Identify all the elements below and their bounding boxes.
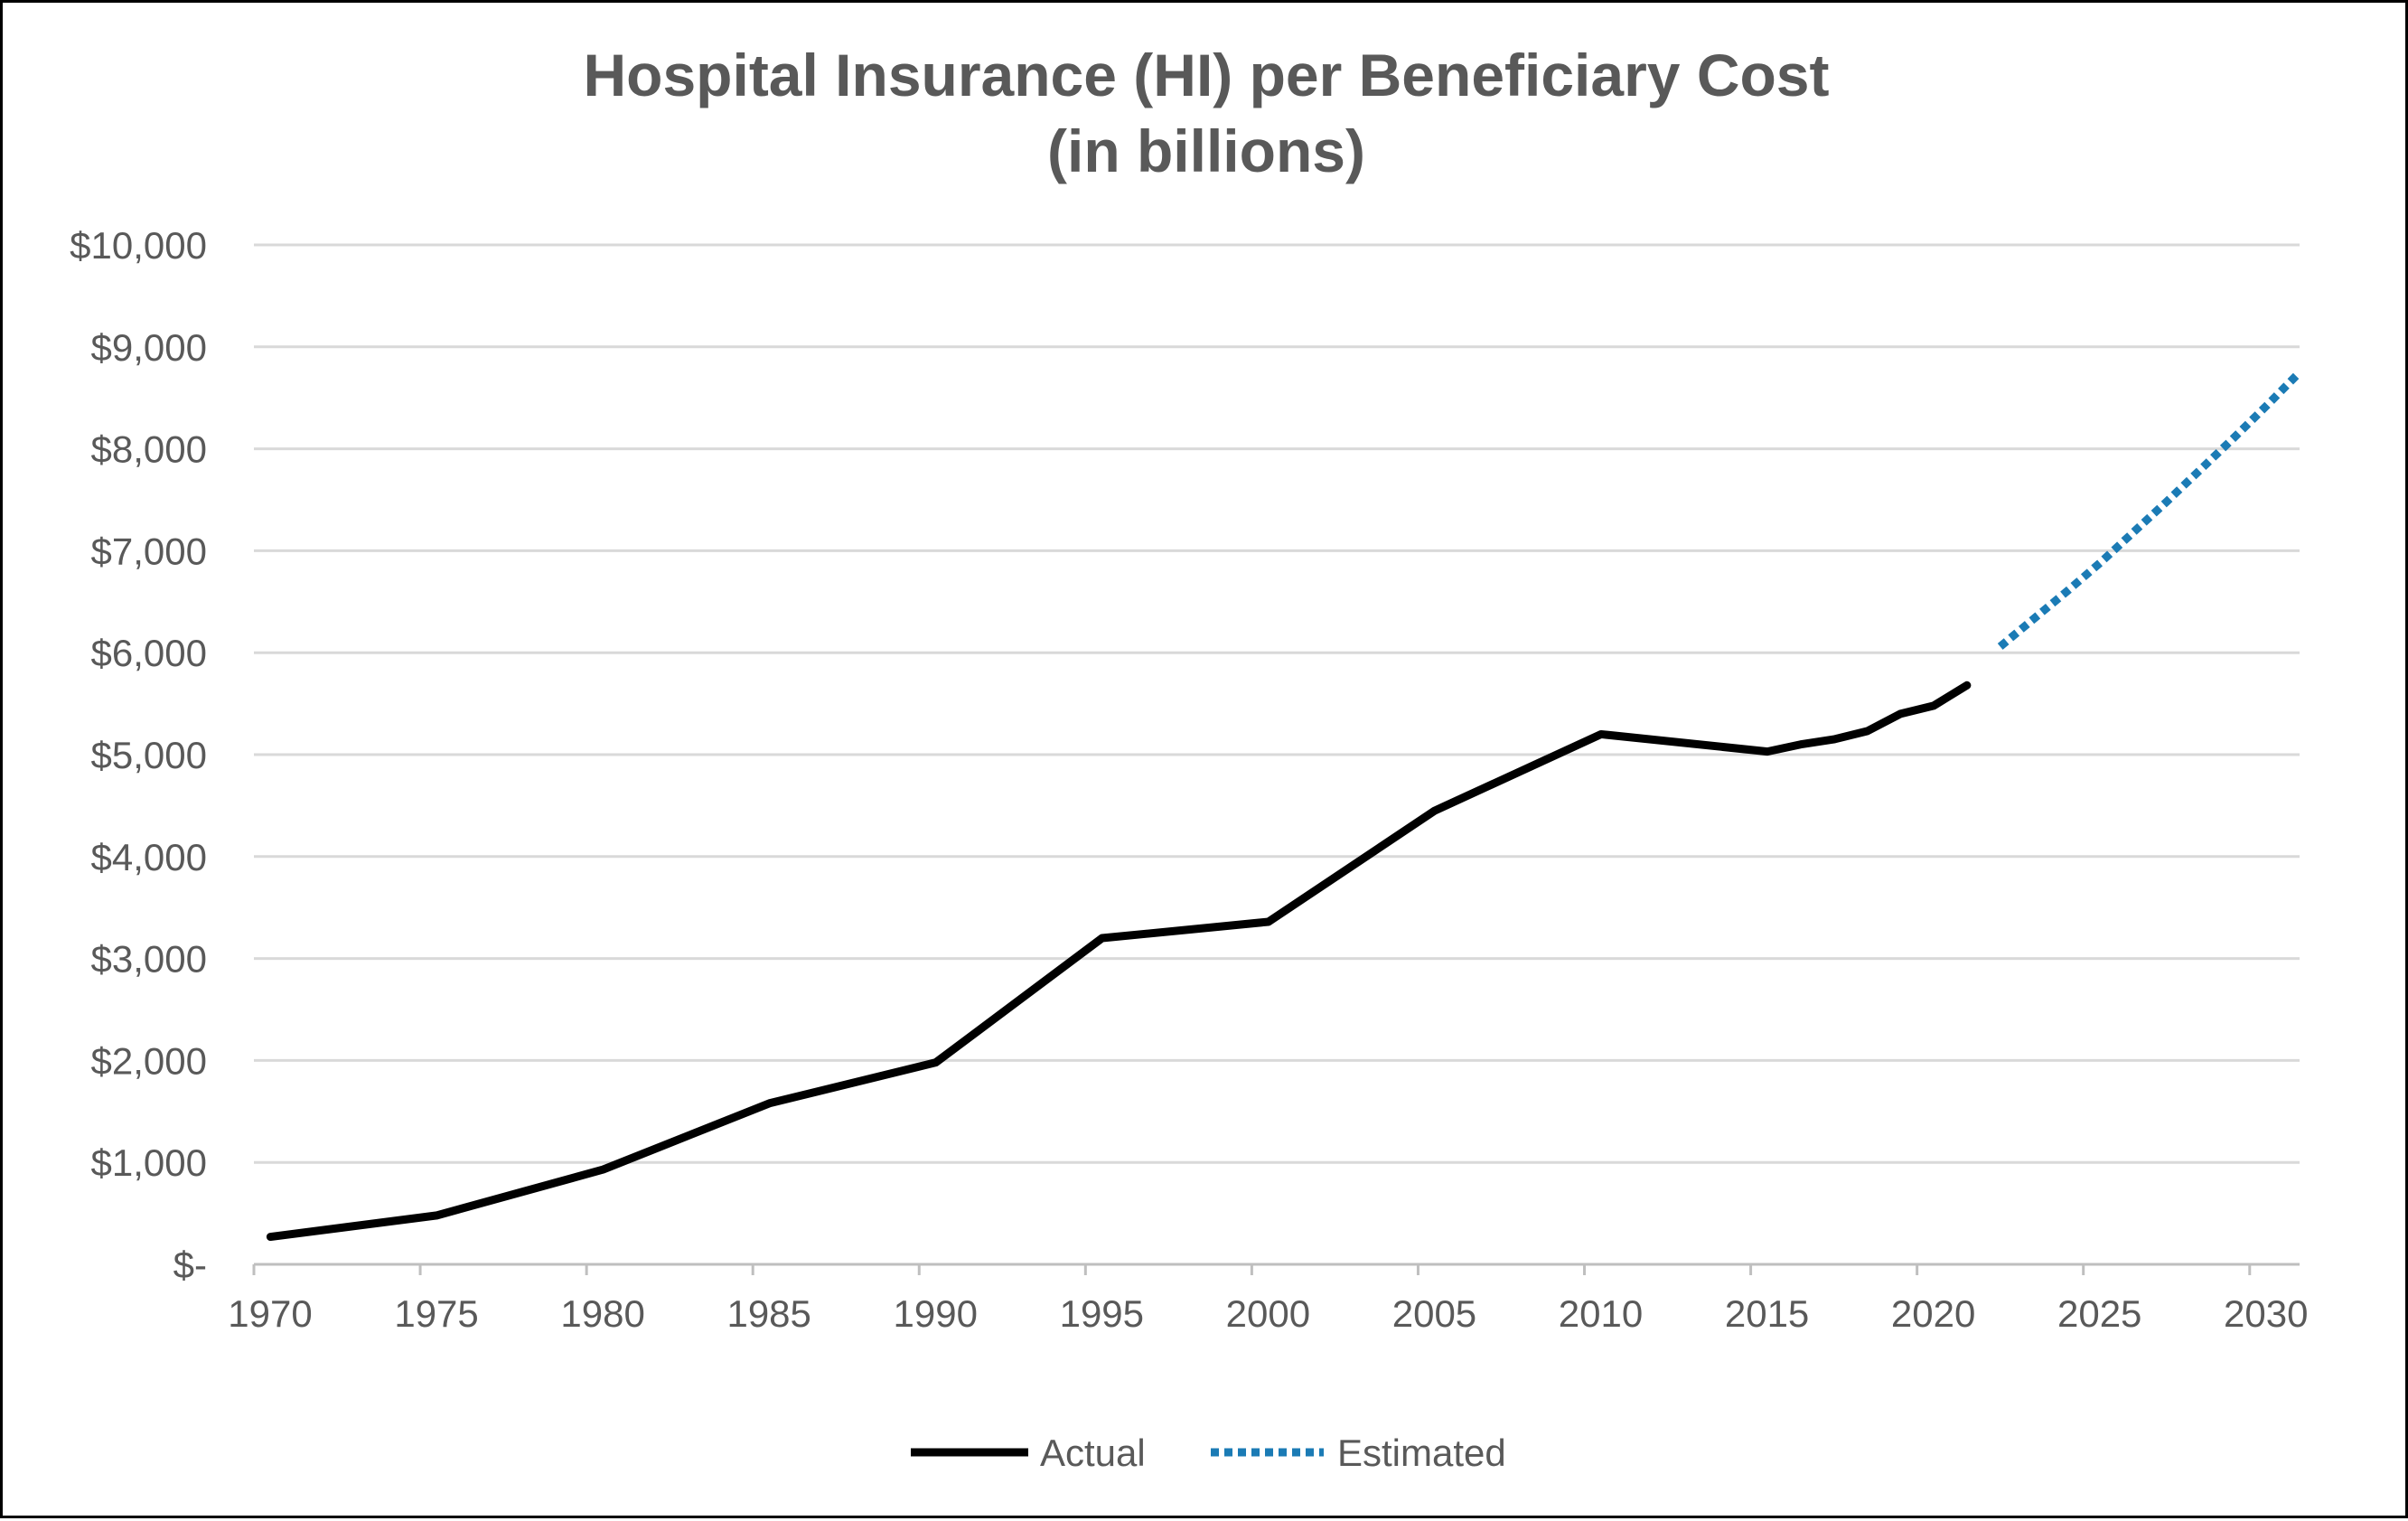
- series-line-estimated: [1997, 369, 2303, 650]
- x-tick-label: 2025: [2057, 1292, 2141, 1335]
- y-tick-label: $8,000: [91, 428, 207, 471]
- data-point-estimated: [2296, 369, 2303, 376]
- gridlines: [252, 243, 2300, 1275]
- x-tick-label: 2005: [1392, 1292, 1476, 1335]
- y-axis-tick-labels: $- $1,000 $2,000 $3,000 $4,000 $5,000 $6,000 $7…: [70, 224, 207, 1286]
- legend-label-actual: Actual: [1040, 1432, 1146, 1474]
- y-tick-label: $9,000: [91, 326, 207, 369]
- y-tick-label: $-: [173, 1244, 207, 1286]
- x-tick-label: 1985: [726, 1292, 810, 1335]
- chart-title: Hospital Insurance (HI) per Beneficiary …: [583, 42, 1829, 108]
- legend-label-estimated: Estimated: [1337, 1432, 1506, 1474]
- x-tick-label: 1990: [894, 1292, 978, 1335]
- chart-subtitle: (in billions): [1047, 117, 1365, 184]
- series-lines: [266, 369, 2303, 1242]
- x-tick-label: 2015: [1725, 1292, 1809, 1335]
- series-line-actual: [266, 681, 1972, 1242]
- y-tick-label: $3,000: [91, 938, 207, 981]
- x-tick-label: 1980: [560, 1292, 644, 1335]
- x-tick-label: 2020: [1891, 1292, 1975, 1335]
- x-tick-label: 2000: [1226, 1292, 1310, 1335]
- x-tick-label: 2030: [2224, 1292, 2308, 1335]
- y-tick-label: $10,000: [70, 224, 207, 267]
- x-tick-label: 2010: [1559, 1292, 1643, 1335]
- x-axis-tick-labels: 1970 1975 1980 1985 1990 1995 2000 2005 2010 2015…: [228, 1292, 2308, 1335]
- y-tick-label: $5,000: [91, 734, 207, 776]
- y-tick-label: $1,000: [91, 1141, 207, 1184]
- x-tick-label: 1995: [1060, 1292, 1144, 1335]
- x-tick-label: 1975: [394, 1292, 478, 1335]
- y-tick-label: $2,000: [91, 1039, 207, 1082]
- y-tick-label: $7,000: [91, 530, 207, 572]
- x-tick-label: 1970: [228, 1292, 312, 1335]
- y-tick-label: $6,000: [91, 632, 207, 674]
- legend: Actual Estimated: [911, 1432, 1506, 1474]
- line-chart: Hospital Insurance (HI) per Beneficiary …: [70, 42, 2308, 1474]
- y-tick-label: $4,000: [91, 836, 207, 878]
